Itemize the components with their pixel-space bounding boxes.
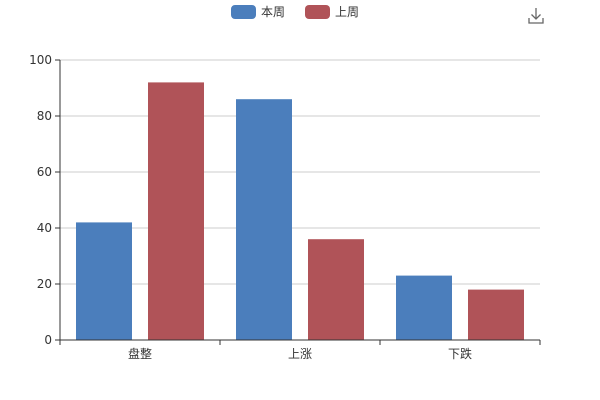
download-button[interactable] bbox=[526, 6, 546, 26]
x-tick-label-上涨: 上涨 bbox=[288, 346, 312, 361]
legend-label-上周: 上周 bbox=[335, 5, 359, 19]
bar-上周-下跌[interactable] bbox=[468, 289, 524, 340]
legend-label-本周: 本周 bbox=[261, 5, 285, 19]
y-tick-label-0: 0 bbox=[44, 333, 52, 347]
grid-lines bbox=[60, 59, 540, 285]
bar-本周-下跌[interactable] bbox=[396, 275, 452, 340]
x-tick-label-下跌: 下跌 bbox=[448, 346, 472, 361]
bar-本周-盘整[interactable] bbox=[76, 222, 132, 340]
x-tick-label-盘整: 盘整 bbox=[128, 346, 152, 361]
legend-swatch-本周 bbox=[231, 5, 256, 19]
bar-上周-盘整[interactable] bbox=[148, 82, 204, 341]
legend[interactable]: 本周 上周 bbox=[231, 5, 359, 19]
legend-swatch-上周 bbox=[305, 5, 330, 19]
bar-上周-上涨[interactable] bbox=[308, 239, 364, 340]
y-tick-label-100: 100 bbox=[29, 53, 52, 67]
bar-本周-上涨[interactable] bbox=[236, 99, 292, 340]
legend-item-上周[interactable]: 上周 bbox=[305, 5, 359, 19]
axes: 0 20 40 60 80 100 盘整 上涨 下跌 bbox=[29, 53, 541, 361]
y-tick-label-60: 60 bbox=[37, 165, 52, 179]
y-tick-label-20: 20 bbox=[37, 277, 52, 291]
bars bbox=[76, 82, 524, 341]
y-tick-label-80: 80 bbox=[37, 109, 52, 123]
download-icon bbox=[528, 8, 544, 24]
legend-item-本周[interactable]: 本周 bbox=[231, 5, 285, 19]
y-tick-label-40: 40 bbox=[37, 221, 52, 235]
